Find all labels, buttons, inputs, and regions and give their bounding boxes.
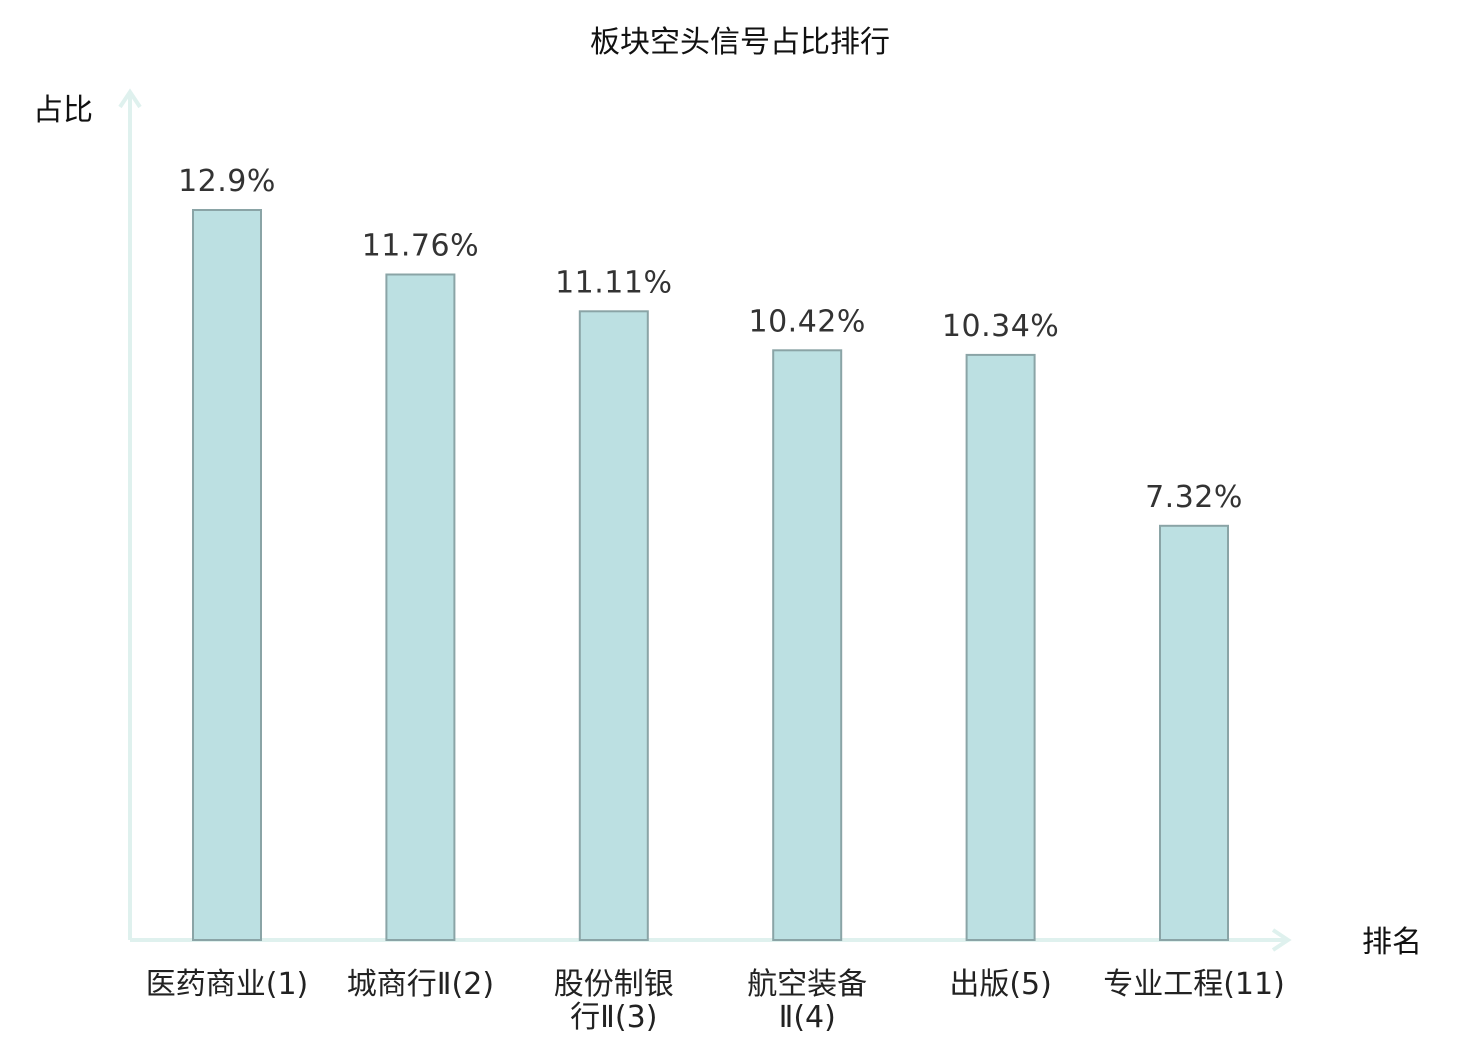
x-tick-label: 行Ⅱ(3)	[570, 1000, 657, 1035]
bar-value-label: 7.32%	[1145, 480, 1243, 515]
chart-title: 板块空头信号占比排行	[590, 25, 890, 60]
x-axis-label: 排名	[1362, 925, 1422, 960]
x-tick-label: 专业工程(11)	[1103, 967, 1285, 1002]
bar-value-label: 12.9%	[178, 164, 276, 199]
bar-value-label: 11.11%	[555, 265, 672, 300]
x-tick-label: 股份制银	[554, 967, 674, 1002]
x-tick-label: 医药商业(1)	[146, 967, 309, 1002]
bar	[1159, 524, 1229, 941]
bar	[192, 209, 262, 941]
bar	[965, 353, 1036, 941]
bar	[772, 349, 843, 941]
x-axis-arrow	[1271, 928, 1292, 952]
x-tick-label: 出版(5)	[949, 967, 1052, 1002]
bar	[385, 273, 456, 941]
x-tick-label: 城商行Ⅱ(2)	[347, 967, 494, 1002]
y-axis-label: 占比	[33, 93, 93, 128]
y-axis-arrow	[118, 88, 142, 109]
bar	[578, 310, 649, 941]
x-tick-label: 航空装备	[747, 967, 867, 1002]
bar-value-label: 11.76%	[362, 229, 479, 264]
bar-value-label: 10.34%	[942, 309, 1059, 344]
x-tick-label: Ⅱ(4)	[779, 1000, 836, 1035]
bar-value-label: 10.42%	[749, 304, 866, 339]
bars-group: 12.9% 医药商业(1) 11.76% 城商行Ⅱ(2) 11.11% 股份制银行Ⅱ(3)…	[146, 164, 1285, 1035]
